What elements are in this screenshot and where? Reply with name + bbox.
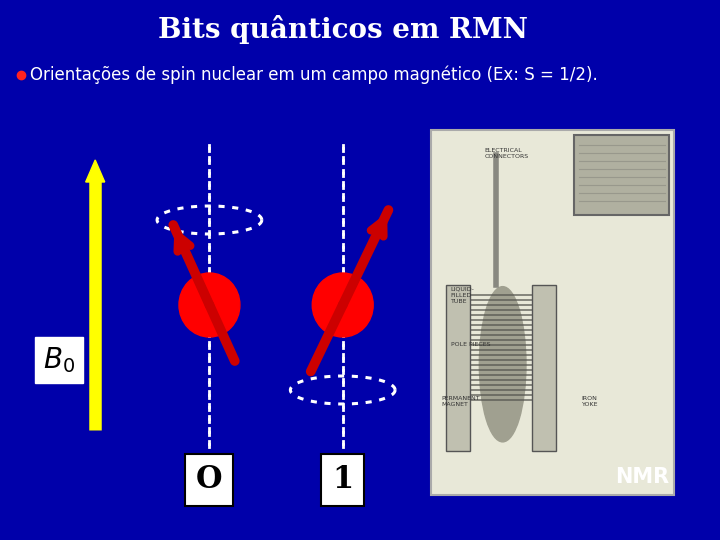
FancyBboxPatch shape	[431, 130, 674, 495]
Text: PERMANENT
MAGNET: PERMANENT MAGNET	[441, 396, 480, 407]
Text: $\mathit{B}_0$: $\mathit{B}_0$	[43, 345, 75, 375]
Text: O: O	[196, 464, 222, 496]
Text: 1: 1	[332, 464, 354, 496]
Text: ELECTRICAL
CONNECTORS: ELECTRICAL CONNECTORS	[485, 148, 528, 159]
FancyBboxPatch shape	[574, 135, 670, 215]
Text: IRON
YOKE: IRON YOKE	[582, 396, 598, 407]
FancyBboxPatch shape	[446, 285, 469, 450]
Text: LIQUID-
FILLED
TUBE: LIQUID- FILLED TUBE	[451, 287, 474, 303]
Circle shape	[312, 273, 373, 337]
Circle shape	[179, 273, 240, 337]
Ellipse shape	[480, 287, 526, 442]
Text: NMR: NMR	[615, 467, 670, 487]
Text: POLE PIECES: POLE PIECES	[451, 342, 490, 347]
FancyBboxPatch shape	[532, 285, 556, 450]
FancyArrow shape	[86, 160, 104, 182]
Text: Bits quânticos em RMN: Bits quânticos em RMN	[158, 16, 528, 44]
Text: Orientações de spin nuclear em um campo magnético (Ex: S = 1/2).: Orientações de spin nuclear em um campo …	[30, 66, 598, 84]
